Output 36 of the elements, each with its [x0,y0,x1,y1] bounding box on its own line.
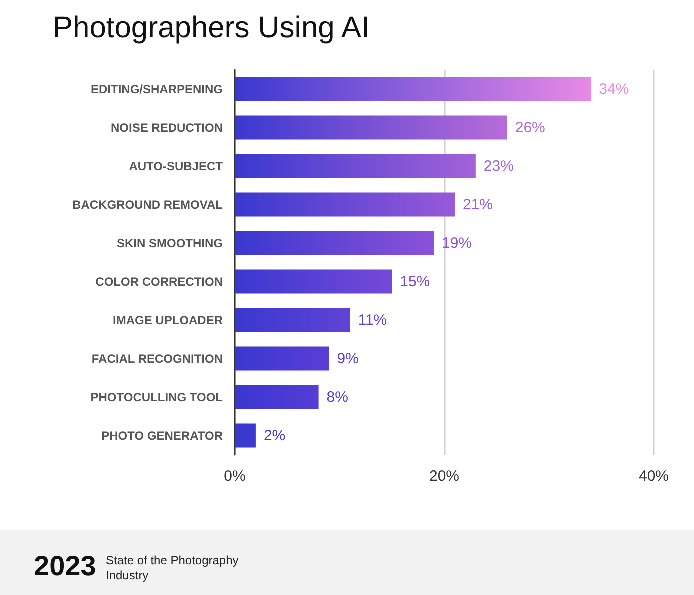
bar [235,77,592,102]
y-tick-label: FACIAL RECOGNITION [92,352,223,366]
chart-title: Photographers Using AI [53,12,370,44]
bar [235,116,508,140]
bar [235,192,455,217]
y-tick-label: SKIN SMOOTHING [116,236,223,250]
y-tick-label: PHOTOCULLING TOOL [90,390,223,404]
data-label: 11% [358,312,388,329]
data-label: 8% [326,388,348,406]
x-tick-label: 20% [429,468,460,485]
data-label: 9% [337,350,359,368]
text: 2023 [34,550,96,582]
bar [235,270,392,294]
y-tick-label: PHOTO GENERATOR [102,428,224,443]
bar [235,154,476,178]
data-label: 21% [462,196,494,214]
data-label: 23% [484,158,514,175]
bar [235,346,330,371]
data-label: 19% [442,234,472,252]
data-label: 15% [400,273,430,290]
bar [235,231,434,256]
y-tick-label: NOISE REDUCTION [110,120,223,135]
y-tick-label: COLOR CORRECTION [96,274,223,289]
x-tick-label: 0% [224,468,246,485]
text: State of the Photography Industry [106,554,242,582]
bar [235,424,256,448]
y-tick-label: BACKGROUND REMOVAL [72,198,223,212]
data-label: 2% [264,427,286,444]
data-label: 34% [599,80,630,98]
bar [235,385,319,410]
x-tick-label: 40% [638,468,670,485]
data-label: 26% [515,119,546,136]
y-tick-label: EDITING/SHARPENING [90,82,223,96]
bar [235,308,350,332]
y-tick-label: AUTO-SUBJECT [129,159,224,174]
y-tick-label: IMAGE UPLOADER [112,313,224,328]
